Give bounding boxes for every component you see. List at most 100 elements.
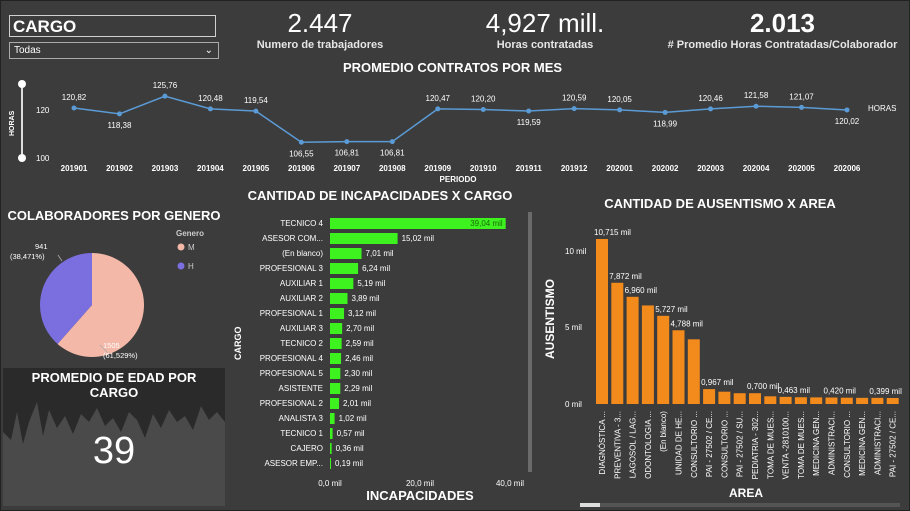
legend-swatch-h (177, 262, 185, 270)
column-category-label: LAGOSOL / LAG... (629, 411, 638, 478)
column-data-label: 0,700 mil (747, 382, 780, 391)
col-scrollbar[interactable] (580, 503, 900, 507)
bar-data-label: 3,89 mil (352, 294, 380, 303)
line-xtick: 201906 (288, 164, 315, 173)
incapacidades-bar-chart: CARGO TECNICO 4 39,04 mil ASESOR COM... 15,… (233, 212, 532, 503)
column-data-label: 7,872 mil (609, 272, 642, 281)
line-point (253, 108, 259, 114)
kpi-workers: 2.447 Numero de trabajadores (245, 8, 395, 51)
pie-label-m-pct: (61,529%) (103, 351, 138, 360)
pie-chart: Genero M H 941 (38,471%) 1505 (61,529%) (10, 229, 204, 360)
column-category-label: DIAGNÓSTICA ... (598, 411, 607, 475)
column-5 (672, 330, 685, 404)
col-ylabel: AUSENTISMO (543, 279, 557, 359)
bar-data-label: 2,01 mil (343, 399, 371, 408)
bar-data-label: 0,36 mil (336, 444, 364, 453)
line-point (844, 107, 850, 113)
line-ylabel: HORAS (9, 110, 16, 136)
line-data-label: 119,59 (517, 118, 541, 127)
column-2 (626, 296, 639, 404)
line-point (207, 106, 213, 112)
bar-10 (330, 368, 341, 379)
line-data-label: 106,55 (289, 149, 314, 158)
bar-category-label: TECNICO 1 (280, 429, 323, 438)
line-point (571, 106, 577, 112)
bar-11 (330, 383, 341, 394)
line-point (71, 105, 77, 111)
line-xtick: 202003 (697, 164, 724, 173)
bar-category-label: PROFESIONAL 1 (260, 309, 324, 318)
bar-0 (330, 218, 506, 229)
col-scrollbar-thumb[interactable] (580, 503, 600, 507)
legend-label-h: H (188, 262, 194, 271)
line-point (617, 107, 623, 113)
cargo-dropdown-value: Todas (14, 45, 41, 56)
kpi-hours-label: Horas contratadas (496, 39, 594, 51)
bar-1 (330, 233, 398, 244)
line-data-label: 125,76 (153, 81, 178, 90)
column-category-label: ADMINISTRACI... (828, 411, 837, 475)
column-1 (611, 282, 624, 404)
cargo-slicer-title: CARGO (9, 15, 216, 37)
chevron-down-icon: ⌄ (204, 45, 213, 56)
pie-chart-title: COLABORADORES POR GENERO (7, 208, 221, 223)
bar-data-label: 0,57 mil (337, 429, 365, 438)
column-category-label: PAI - 27502 / CE... (889, 411, 898, 477)
column-data-label: 5,727 mil (655, 305, 688, 314)
bar-15 (330, 443, 332, 454)
bar-9 (330, 353, 342, 364)
line-point (480, 107, 486, 113)
age-value: 39 (92, 430, 136, 472)
pie-label-h-value: 941 (35, 242, 48, 251)
line-xtick: 201902 (106, 164, 133, 173)
column-3 (641, 305, 654, 404)
line-data-label: 118,99 (653, 119, 677, 128)
pie-slice-h (39, 253, 92, 344)
column-10 (749, 393, 761, 404)
line-data-label: 121,07 (789, 92, 814, 101)
cargo-dropdown[interactable]: Todas ⌄ (9, 42, 219, 59)
column-category-label: PREVENTIVA - 3... (613, 411, 622, 479)
line-data-label: 106,81 (380, 149, 405, 158)
bar-data-label: 6,24 mil (362, 264, 390, 273)
pie-leader-h (57, 254, 63, 262)
bar-category-label: ANALISTA 3 (279, 414, 324, 423)
line-ytick-100: 100 (36, 154, 50, 163)
bar-data-label: 3,12 mil (348, 309, 376, 318)
bar-xtick-20: 20,0 mil (406, 479, 434, 488)
line-xtick: 202005 (788, 164, 815, 173)
column-12 (779, 396, 792, 404)
slider-handle-bottom[interactable] (18, 154, 26, 162)
column-category-label: MEDICINA GEN... (858, 411, 867, 476)
bar-5 (330, 293, 348, 304)
line-xtick: 201904 (197, 164, 224, 173)
bar-data-label: 15,02 mil (402, 234, 435, 243)
column-6 (687, 339, 700, 404)
column-14 (810, 397, 823, 404)
column-9 (733, 393, 746, 404)
line-xtick: 201912 (561, 164, 588, 173)
bar-category-label: ASESOR EMP... (264, 459, 323, 468)
column-category-label: PAI - 27502 / CE... (705, 411, 714, 477)
bar-scrollbar[interactable] (528, 212, 532, 472)
column-category-label: VENTA -2810100... (782, 411, 791, 479)
line-xtick: 201910 (470, 164, 497, 173)
bar-3 (330, 263, 359, 274)
bar-data-label: 2,70 mil (346, 324, 374, 333)
ausentismo-column-chart: AUSENTISMO 10 mil 5 mil 0 mil 10,715 mil… (543, 228, 902, 507)
col-chart-title: CANTIDAD DE AUSENTISMO X AREA (604, 196, 836, 211)
line-data-label: 120,05 (607, 95, 632, 104)
slider-handle-top[interactable] (18, 80, 26, 88)
bar-13 (330, 413, 335, 424)
column-category-label: TOMA DE MUES... (797, 411, 806, 479)
pie-slice-m (57, 253, 144, 357)
bar-data-label: 2,46 mil (345, 354, 373, 363)
column-category-label: ADMINISTRACI... (873, 411, 882, 475)
bar-category-label: AUXILIAR 1 (280, 279, 324, 288)
bar-data-label: 2,30 mil (344, 369, 372, 378)
kpi-hours: 4,927 mill. Horas contratadas (465, 8, 625, 51)
column-category-label: CONSULTORIO ... (720, 411, 729, 478)
bar-category-label: AUXILIAR 2 (280, 294, 324, 303)
bar-category-label: PROFESIONAL 2 (260, 399, 324, 408)
column-category-label: MEDICINA GEN... (812, 411, 821, 476)
